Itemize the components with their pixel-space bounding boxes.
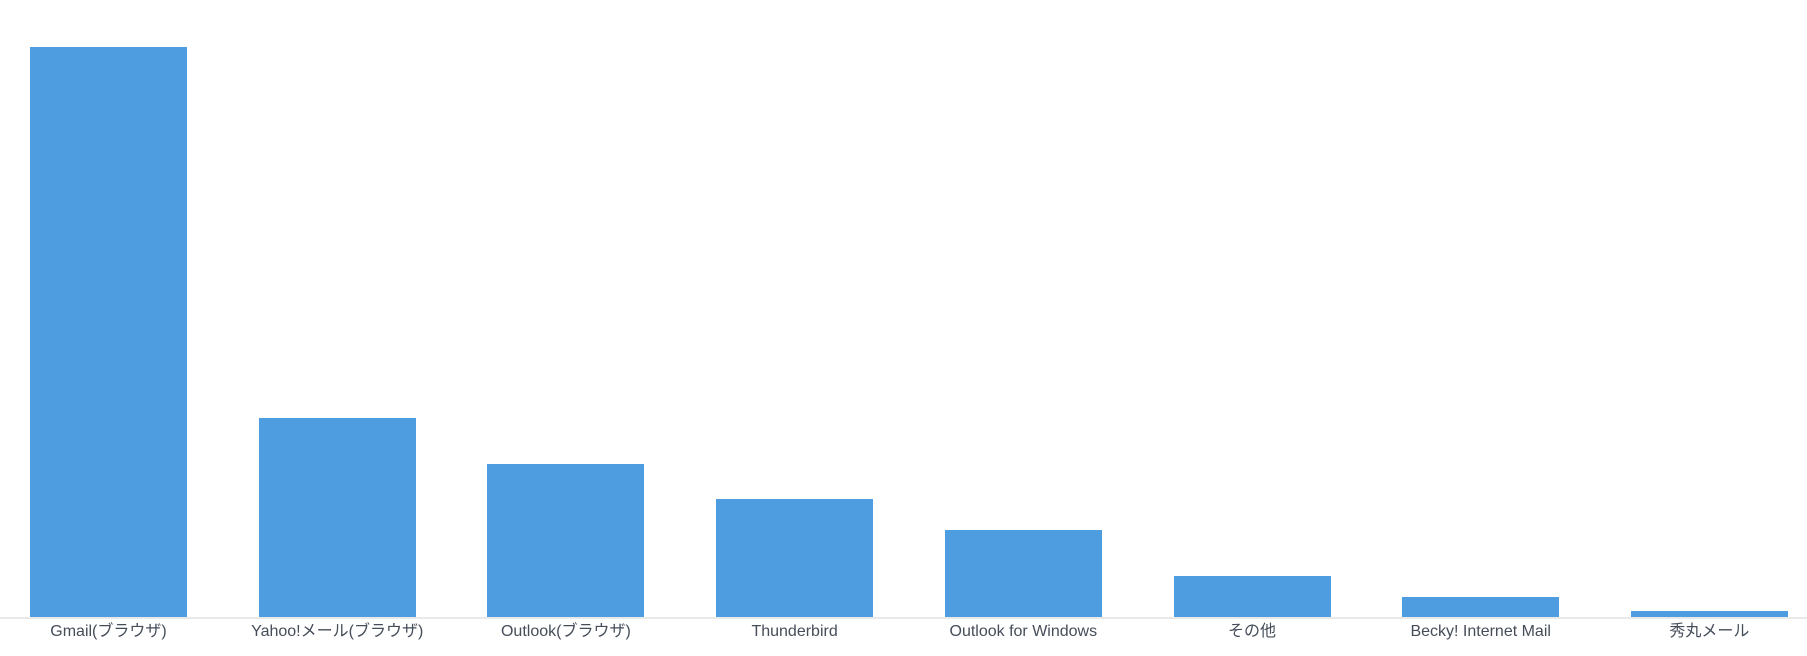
bar-6[interactable]	[1173, 576, 1331, 617]
x-axis-label-1: Gmail(ブラウザ)	[50, 623, 167, 640]
bar-7[interactable]	[1402, 597, 1560, 617]
x-axis-label-2: Yahoo!メール(ブラウザ)	[251, 623, 424, 640]
x-axis-label-4: Thunderbird	[751, 623, 838, 640]
bar-3[interactable]	[487, 464, 645, 617]
bar-5[interactable]	[944, 530, 1102, 617]
bar-2[interactable]	[258, 418, 416, 617]
bar-8[interactable]	[1630, 611, 1788, 617]
x-axis-line	[0, 617, 1807, 619]
x-axis-label-3: Outlook(ブラウザ)	[500, 623, 631, 640]
x-axis-label-7: Becky! Internet Mail	[1410, 623, 1551, 640]
x-axis-label-8: 秀丸メール	[1669, 623, 1750, 640]
x-axis-label-5: Outlook for Windows	[949, 623, 1098, 640]
x-axis-label-6: その他	[1227, 623, 1277, 640]
bar-1[interactable]	[30, 47, 187, 617]
bar-4[interactable]	[716, 499, 874, 617]
